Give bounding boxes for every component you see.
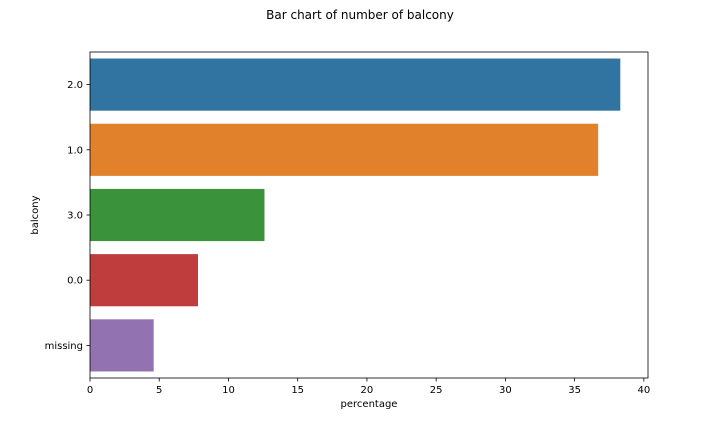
- x-tick-label: 5: [156, 385, 162, 396]
- x-tick-label: 35: [568, 385, 581, 396]
- x-tick-label: 20: [361, 385, 374, 396]
- y-tick-label: missing: [45, 341, 83, 352]
- bar-1-0: [90, 123, 599, 176]
- chart-title: Bar chart of number of balcony: [266, 8, 454, 22]
- x-tick-label: 15: [291, 385, 304, 396]
- x-tick-label: 10: [222, 385, 235, 396]
- x-tick-label: 0: [87, 385, 93, 396]
- plot-frame: [89, 51, 649, 379]
- bar-missing: [90, 319, 154, 372]
- bar-3-0: [90, 188, 265, 242]
- y-tick-label: 3.0: [67, 211, 83, 222]
- y-axis-label: balcony: [30, 195, 41, 234]
- bar-0-0: [90, 254, 198, 307]
- x-tick-label: 25: [430, 385, 443, 396]
- y-axis-ticks: 2.0 1.0 3.0 0.0 missing: [45, 80, 90, 352]
- x-tick-label: 40: [637, 385, 650, 396]
- y-tick-label: 1.0: [67, 145, 83, 156]
- x-axis-ticks: 0 5 10 15 20 25 30 35 40: [87, 378, 650, 396]
- bar-2-0: [90, 58, 621, 111]
- y-tick-label: 2.0: [67, 80, 83, 91]
- x-tick-label: 30: [499, 385, 512, 396]
- bars-group: [90, 58, 621, 372]
- y-tick-label: 0.0: [67, 276, 83, 287]
- x-axis-label: percentage: [341, 399, 398, 410]
